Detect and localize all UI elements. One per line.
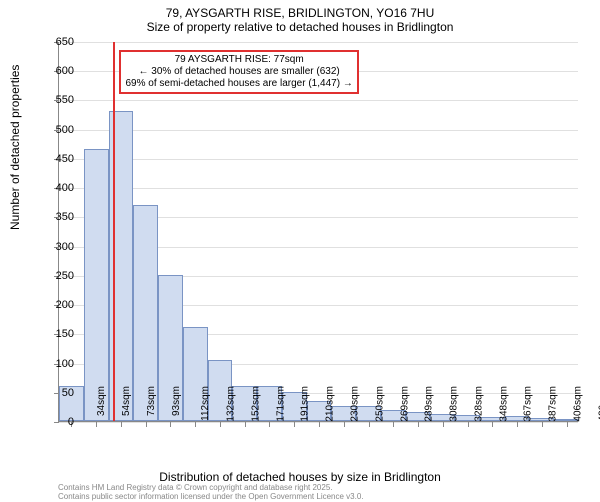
x-tick xyxy=(170,422,171,427)
chart-title: 79, AYSGARTH RISE, BRIDLINGTON, YO16 7HU xyxy=(0,6,600,20)
chart-title-block: 79, AYSGARTH RISE, BRIDLINGTON, YO16 7HU… xyxy=(0,0,600,34)
x-tick-label: 387sqm xyxy=(548,386,559,422)
x-tick-label: 250sqm xyxy=(374,386,385,422)
x-tick xyxy=(369,422,370,427)
y-tick-label: 0 xyxy=(34,416,74,428)
x-tick-label: 269sqm xyxy=(399,386,410,422)
x-tick-label: 132sqm xyxy=(226,386,237,422)
y-tick-label: 350 xyxy=(34,211,74,223)
y-tick-label: 250 xyxy=(34,270,74,282)
y-tick-label: 200 xyxy=(34,299,74,311)
y-tick-label: 150 xyxy=(34,328,74,340)
x-tick-label: 367sqm xyxy=(523,386,534,422)
property-marker-line xyxy=(113,42,115,421)
x-tick-label: 152sqm xyxy=(251,386,262,422)
x-tick xyxy=(418,422,419,427)
x-tick xyxy=(220,422,221,427)
gridline xyxy=(59,188,578,189)
y-tick-label: 450 xyxy=(34,153,74,165)
histogram-bar xyxy=(109,111,134,421)
annotation-line-2: ← 30% of detached houses are smaller (63… xyxy=(125,66,352,78)
x-tick xyxy=(294,422,295,427)
x-tick-label: 112sqm xyxy=(200,386,211,421)
x-tick-label: 289sqm xyxy=(424,386,435,422)
chart-subtitle: Size of property relative to detached ho… xyxy=(0,20,600,34)
y-tick-label: 600 xyxy=(34,65,74,77)
gridline xyxy=(59,100,578,101)
gridline xyxy=(59,42,578,43)
y-tick-label: 100 xyxy=(34,358,74,370)
chart-container: 79 AYSGARTH RISE: 77sqm ← 30% of detache… xyxy=(58,42,578,422)
attribution-line-2: Contains public sector information licen… xyxy=(58,493,364,502)
x-tick xyxy=(443,422,444,427)
y-tick-label: 500 xyxy=(34,124,74,136)
annotation-line-3: 69% of semi-detached houses are larger (… xyxy=(125,78,352,90)
x-tick xyxy=(121,422,122,427)
x-tick xyxy=(517,422,518,427)
y-axis-label: Number of detached properties xyxy=(8,65,22,230)
y-tick-label: 550 xyxy=(34,94,74,106)
annotation-box: 79 AYSGARTH RISE: 77sqm ← 30% of detache… xyxy=(119,50,358,94)
x-tick xyxy=(146,422,147,427)
y-tick-label: 300 xyxy=(34,241,74,253)
attribution-block: Contains HM Land Registry data © Crown c… xyxy=(58,484,364,502)
x-tick-label: 348sqm xyxy=(498,386,509,422)
x-axis-label: Distribution of detached houses by size … xyxy=(0,470,600,484)
x-tick-label: 406sqm xyxy=(572,386,583,422)
x-tick xyxy=(492,422,493,427)
gridline xyxy=(59,159,578,160)
x-tick-label: 54sqm xyxy=(121,386,132,416)
x-tick-label: 328sqm xyxy=(473,386,484,422)
x-tick xyxy=(195,422,196,427)
x-tick xyxy=(245,422,246,427)
x-tick-label: 93sqm xyxy=(171,386,182,416)
x-tick-label: 73sqm xyxy=(146,386,157,416)
y-tick-label: 400 xyxy=(34,182,74,194)
plot-area: 79 AYSGARTH RISE: 77sqm ← 30% of detache… xyxy=(58,42,578,422)
x-tick xyxy=(468,422,469,427)
annotation-line-1: 79 AYSGARTH RISE: 77sqm xyxy=(125,54,352,66)
histogram-bar xyxy=(84,149,109,421)
x-tick xyxy=(542,422,543,427)
x-tick-label: 210sqm xyxy=(325,386,336,422)
x-tick xyxy=(96,422,97,427)
x-tick xyxy=(393,422,394,427)
x-tick-label: 34sqm xyxy=(96,386,107,416)
x-tick-label: 171sqm xyxy=(275,386,286,422)
y-tick-label: 50 xyxy=(34,387,74,399)
x-tick xyxy=(319,422,320,427)
x-tick xyxy=(269,422,270,427)
gridline xyxy=(59,130,578,131)
x-tick xyxy=(344,422,345,427)
x-tick-label: 230sqm xyxy=(350,386,361,422)
y-tick-label: 650 xyxy=(34,36,74,48)
x-tick xyxy=(567,422,568,427)
x-tick-label: 191sqm xyxy=(300,386,311,422)
x-tick-label: 308sqm xyxy=(449,386,460,422)
